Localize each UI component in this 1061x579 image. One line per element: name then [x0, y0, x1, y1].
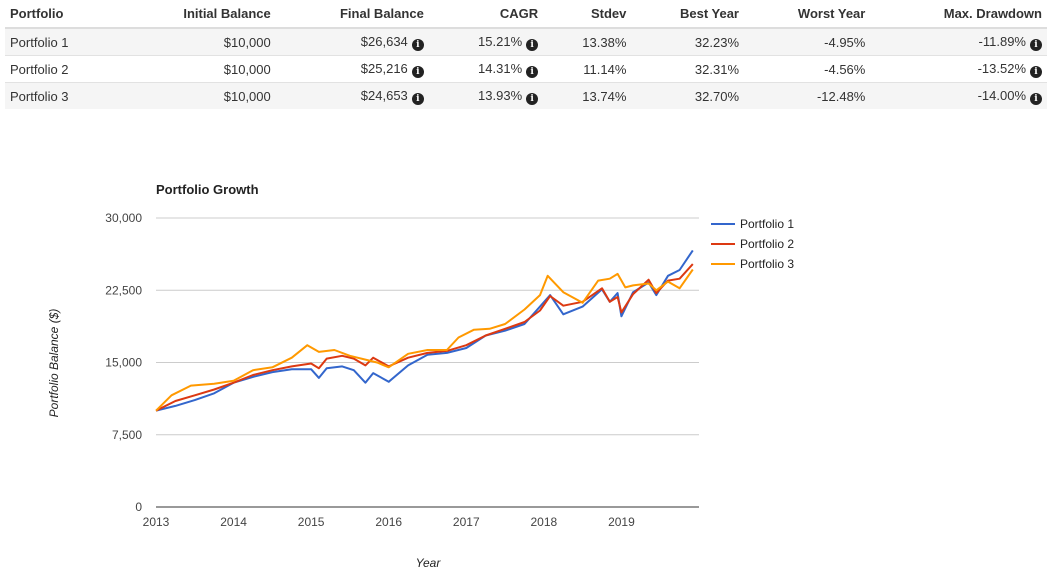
cell-value: -14.00%	[977, 87, 1026, 103]
cell-value: $24,653	[360, 87, 408, 103]
x-tick-label: 2015	[298, 515, 325, 529]
cell-initial-balance: $10,000	[116, 82, 276, 109]
table-header-row: Portfolio Initial Balance Final Balance …	[5, 0, 1047, 29]
series-line	[155, 268, 694, 412]
x-axis-ticks: 2013 2014 2015 2016 2017 2018 2019	[143, 515, 635, 529]
y-tick-label: 0	[135, 500, 142, 514]
header-final-balance[interactable]: Final Balance	[275, 0, 429, 29]
info-circle-icon[interactable]: i	[411, 92, 424, 105]
cell-portfolio: Portfolio 1	[5, 27, 117, 56]
header-max-drawdown[interactable]: Max. Drawdown	[870, 0, 1047, 29]
cell-cagr: 14.31% i	[428, 55, 544, 83]
cell-cagr: 15.21% i	[428, 27, 544, 56]
cell-value: $26,634	[360, 33, 408, 49]
cell-value: 15.21%	[478, 33, 523, 49]
legend-entry: Portfolio 3	[740, 257, 794, 271]
cell-value: 14.31%	[478, 60, 523, 76]
legend-entry: Portfolio 2	[740, 237, 794, 251]
cell-initial-balance: $10,000	[116, 27, 276, 56]
cell-value: 13.93%	[478, 87, 523, 103]
y-tick-label: 22,500	[105, 283, 142, 297]
cell-stdev: 13.38%	[543, 27, 632, 56]
chart-grid	[156, 217, 699, 508]
info-circle-icon[interactable]: i	[411, 38, 424, 51]
cell-worst-year: -4.56%	[744, 55, 871, 83]
cell-initial-balance: $10,000	[116, 55, 276, 83]
header-portfolio[interactable]: Portfolio	[5, 0, 117, 29]
x-tick-label: 2017	[453, 515, 480, 529]
y-axis-label: Portfolio Balance ($)	[47, 309, 61, 418]
cell-max-drawdown: -11.89% i	[870, 27, 1047, 56]
info-circle-icon[interactable]: i	[526, 38, 539, 51]
cell-stdev: 11.14%	[543, 55, 632, 83]
y-tick-label: 15,000	[105, 356, 142, 370]
x-tick-label: 2019	[608, 515, 635, 529]
header-worst-year[interactable]: Worst Year	[744, 0, 871, 29]
x-tick-label: 2018	[531, 515, 558, 529]
cell-best-year: 32.31%	[631, 55, 744, 83]
x-tick-label: 2014	[220, 515, 247, 529]
cell-portfolio: Portfolio 3	[5, 82, 117, 109]
info-circle-icon[interactable]: i	[526, 92, 539, 105]
cell-max-drawdown: -14.00% i	[870, 82, 1047, 109]
cell-final-balance: $25,216 i	[275, 55, 429, 83]
cell-cagr: 13.93% i	[428, 82, 544, 109]
cell-best-year: 32.70%	[631, 82, 744, 109]
y-tick-label: 30,000	[105, 211, 142, 225]
info-circle-icon[interactable]: i	[1030, 92, 1042, 105]
cell-value: -11.89%	[978, 33, 1026, 49]
info-circle-icon[interactable]: i	[1030, 38, 1042, 51]
y-tick-label: 7,500	[112, 428, 142, 442]
x-axis-label: Year	[416, 556, 442, 570]
x-tick-label: 2016	[375, 515, 402, 529]
chart-legend: Portfolio 1 Portfolio 2 Portfolio 3	[711, 217, 794, 271]
cell-best-year: 32.23%	[631, 27, 744, 56]
cell-value: $25,216	[360, 60, 408, 76]
x-tick-label: 2013	[143, 515, 170, 529]
header-stdev[interactable]: Stdev	[543, 0, 632, 29]
cell-max-drawdown: -13.52% i	[870, 55, 1047, 83]
table-row: Portfolio 3 $10,000 $24,653 i 13.93% i 13.…	[5, 82, 1047, 109]
y-axis-ticks: 0 7,500 15,000 22,500 30,000	[105, 211, 142, 514]
table-row: Portfolio 1 $10,000 $26,634 i 15.21% i 13.…	[5, 27, 1047, 56]
cell-final-balance: $26,634 i	[275, 27, 429, 56]
cell-value: -13.52%	[977, 60, 1026, 76]
chart-title: Portfolio Growth	[156, 182, 259, 197]
series-line	[155, 249, 694, 412]
cell-worst-year: -12.48%	[744, 82, 871, 109]
info-circle-icon[interactable]: i	[1030, 65, 1042, 78]
info-circle-icon[interactable]: i	[526, 65, 539, 78]
portfolio-growth-chart: Portfolio Growth 0 7,500 15,000 22,500 30,00…	[47, 182, 794, 570]
table-row: Portfolio 2 $10,000 $25,216 i 14.31% i 11.…	[5, 55, 1047, 83]
series-line	[155, 263, 694, 412]
header-cagr[interactable]: CAGR	[428, 0, 544, 29]
cell-portfolio: Portfolio 2	[5, 55, 117, 83]
legend-entry: Portfolio 1	[740, 217, 794, 231]
info-circle-icon[interactable]: i	[411, 65, 424, 78]
cell-stdev: 13.74%	[543, 82, 632, 109]
header-initial-balance[interactable]: Initial Balance	[116, 0, 276, 29]
header-best-year[interactable]: Best Year	[631, 0, 744, 29]
chart-series	[155, 249, 694, 412]
portfolio-summary-table: Portfolio Initial Balance Final Balance …	[5, 0, 1047, 109]
cell-worst-year: -4.95%	[744, 27, 871, 56]
cell-final-balance: $24,653 i	[275, 82, 429, 109]
